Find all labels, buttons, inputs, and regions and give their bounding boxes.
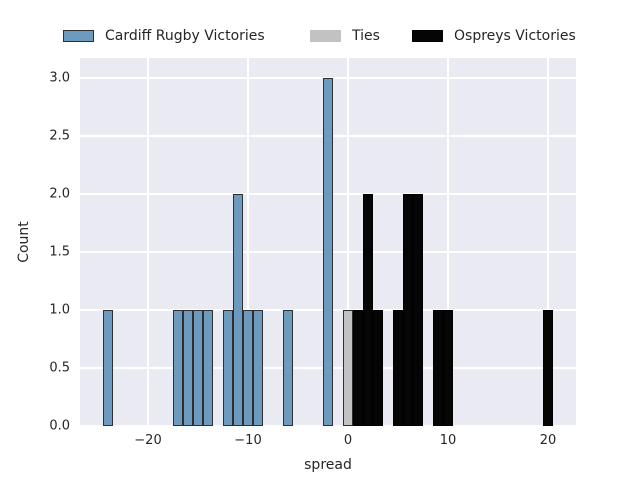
y-tick-label: 2.5: [49, 128, 70, 144]
x-axis-label: spread: [304, 457, 352, 473]
x-tick-label: −10: [234, 433, 262, 448]
histogram-bar: [363, 193, 373, 426]
legend-item: Ospreys Victories: [412, 25, 576, 47]
y-tick-label: 1.0: [49, 302, 70, 318]
y-tick-label: 3.0: [49, 70, 70, 86]
histogram-bar: [343, 309, 353, 426]
histogram-bar: [233, 193, 243, 426]
legend-label: Ospreys Victories: [454, 28, 576, 44]
histogram-bar: [103, 309, 113, 426]
legend-item: Cardiff Rugby Victories: [63, 25, 265, 47]
vertical-gridline: [447, 58, 449, 426]
y-tick-label: 0.0: [49, 418, 70, 434]
histogram-bar: [183, 309, 193, 426]
histogram-bar: [543, 309, 553, 426]
histogram-bar: [443, 309, 453, 426]
legend-label: Cardiff Rugby Victories: [105, 28, 265, 44]
histogram-bar: [403, 193, 413, 426]
y-tick-label: 0.5: [49, 360, 70, 376]
histogram-bar: [283, 309, 293, 426]
vertical-gridline: [147, 58, 149, 426]
legend-swatch: [310, 30, 341, 42]
legend-swatch: [63, 30, 94, 42]
histogram-bar: [193, 309, 203, 426]
histogram-bar: [373, 309, 383, 426]
x-tick-label: 20: [539, 433, 557, 448]
histogram-bar: [223, 309, 233, 426]
histogram-bar: [243, 309, 253, 426]
vertical-gridline: [347, 58, 349, 426]
histogram-bar: [253, 309, 263, 426]
histogram-bar: [413, 193, 423, 426]
x-tick-label: 0: [343, 433, 353, 448]
legend-label: Ties: [352, 28, 380, 44]
legend-item: Ties: [310, 25, 380, 47]
histogram-bar: [393, 309, 403, 426]
y-tick-label: 2.0: [49, 186, 70, 202]
histogram-bar: [203, 309, 213, 426]
plot-area: [80, 58, 576, 426]
histogram-bar: [353, 309, 363, 426]
x-tick-label: −20: [134, 433, 162, 448]
x-tick-label: 10: [439, 433, 457, 448]
vertical-gridline: [247, 58, 249, 426]
legend-swatch: [412, 30, 443, 42]
y-tick-label: 1.5: [49, 244, 70, 260]
histogram-bar: [433, 309, 443, 426]
histogram-bar: [323, 77, 333, 426]
histogram-bar: [173, 309, 183, 426]
vertical-gridline: [547, 58, 549, 426]
